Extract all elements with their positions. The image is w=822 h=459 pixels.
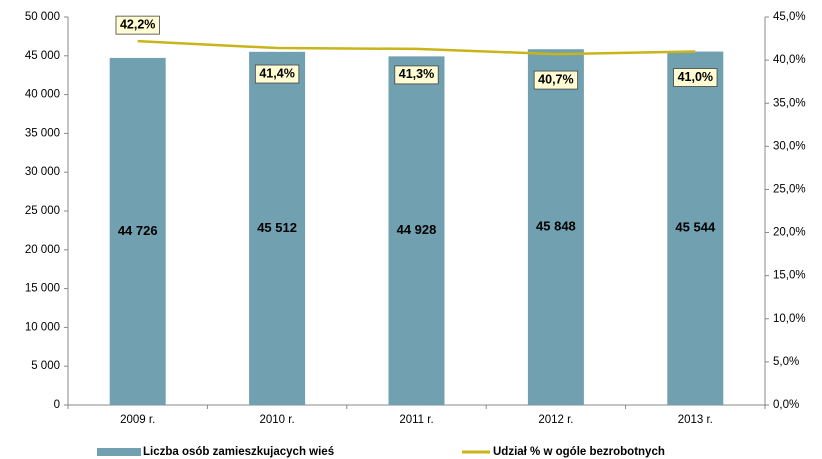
y2-tick-label: 35,0%: [773, 97, 806, 109]
x-tick-label: 2011 r.: [399, 414, 433, 426]
y-tick-label: 40 000: [25, 89, 60, 101]
bar: [527, 49, 584, 406]
bar: [388, 56, 445, 406]
y-tick-label: 45 000: [25, 50, 60, 62]
line-value-label: 41,0%: [678, 70, 713, 84]
y2-tick-label: 5,0%: [773, 356, 799, 368]
y-tick-label: 15 000: [25, 283, 60, 295]
y2-tick-label: 0,0%: [773, 399, 799, 411]
bar-value-label: 45 544: [675, 220, 716, 235]
y-tick-label: 0: [54, 399, 60, 411]
y2-tick-label: 10,0%: [773, 313, 806, 325]
line: [137, 39, 696, 56]
y-tick-label: 20 000: [25, 244, 60, 256]
bar-value-label: 45 512: [257, 220, 297, 235]
y2-tick-label: 25,0%: [773, 183, 806, 195]
line-value-label: 41,4%: [259, 66, 294, 80]
bar: [109, 57, 166, 405]
y-tick-label: 10 000: [25, 321, 60, 333]
bar: [249, 51, 306, 406]
bar: [667, 51, 724, 406]
line-value-label: 40,7%: [538, 72, 573, 86]
x-tick-label: 2013 r.: [678, 414, 713, 426]
y-tick-label: 25 000: [25, 205, 60, 217]
line-value-label: 41,3%: [399, 67, 434, 81]
y-tick-label: 30 000: [25, 166, 60, 178]
bar-value-label: 44 726: [118, 223, 158, 238]
y-tick-label: 50 000: [25, 11, 60, 23]
y2-tick-label: 20,0%: [773, 227, 806, 239]
line-value-box: [115, 15, 160, 35]
line-value-label: 42,2%: [120, 17, 155, 31]
y-tick-label: 35 000: [25, 127, 60, 139]
y2-tick-label: 15,0%: [773, 270, 806, 282]
y2-tick-label: 45,0%: [773, 11, 806, 23]
legend-label: Udział % w ogóle bezrobotnych: [493, 446, 665, 458]
y-tick-label: 5 000: [31, 360, 60, 372]
x-tick-label: 2009 r.: [120, 414, 155, 426]
bar-value-label: 45 848: [536, 219, 576, 234]
y2-tick-label: 30,0%: [773, 140, 806, 152]
x-tick-label: 2010 r.: [260, 414, 295, 426]
legend-swatch: [97, 448, 141, 456]
line-value-box: [254, 64, 300, 84]
bar-value-label: 44 928: [397, 222, 437, 237]
line-value-box: [394, 65, 439, 85]
legend-label: Liczba osób zamieszkujacych wieś: [143, 446, 334, 458]
x-tick-label: 2012 r.: [538, 414, 573, 426]
line-value-box: [533, 70, 579, 90]
line-value-box: [673, 68, 718, 87]
y2-tick-label: 40,0%: [773, 54, 806, 66]
